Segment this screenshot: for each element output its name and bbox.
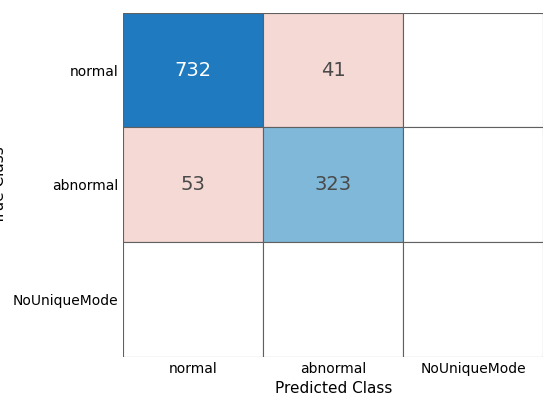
Y-axis label: True Class: True Class bbox=[0, 146, 7, 224]
Bar bbox=[123, 13, 263, 127]
Bar bbox=[403, 242, 543, 357]
Bar bbox=[263, 242, 403, 357]
Text: 323: 323 bbox=[315, 175, 352, 194]
Text: 41: 41 bbox=[321, 60, 346, 79]
Bar bbox=[123, 127, 263, 242]
Bar bbox=[403, 13, 543, 127]
Bar bbox=[263, 13, 403, 127]
Bar bbox=[403, 127, 543, 242]
Bar bbox=[263, 127, 403, 242]
X-axis label: Predicted Class: Predicted Class bbox=[274, 381, 392, 396]
Text: 732: 732 bbox=[175, 60, 212, 79]
Bar bbox=[123, 242, 263, 357]
Text: 53: 53 bbox=[181, 175, 206, 194]
